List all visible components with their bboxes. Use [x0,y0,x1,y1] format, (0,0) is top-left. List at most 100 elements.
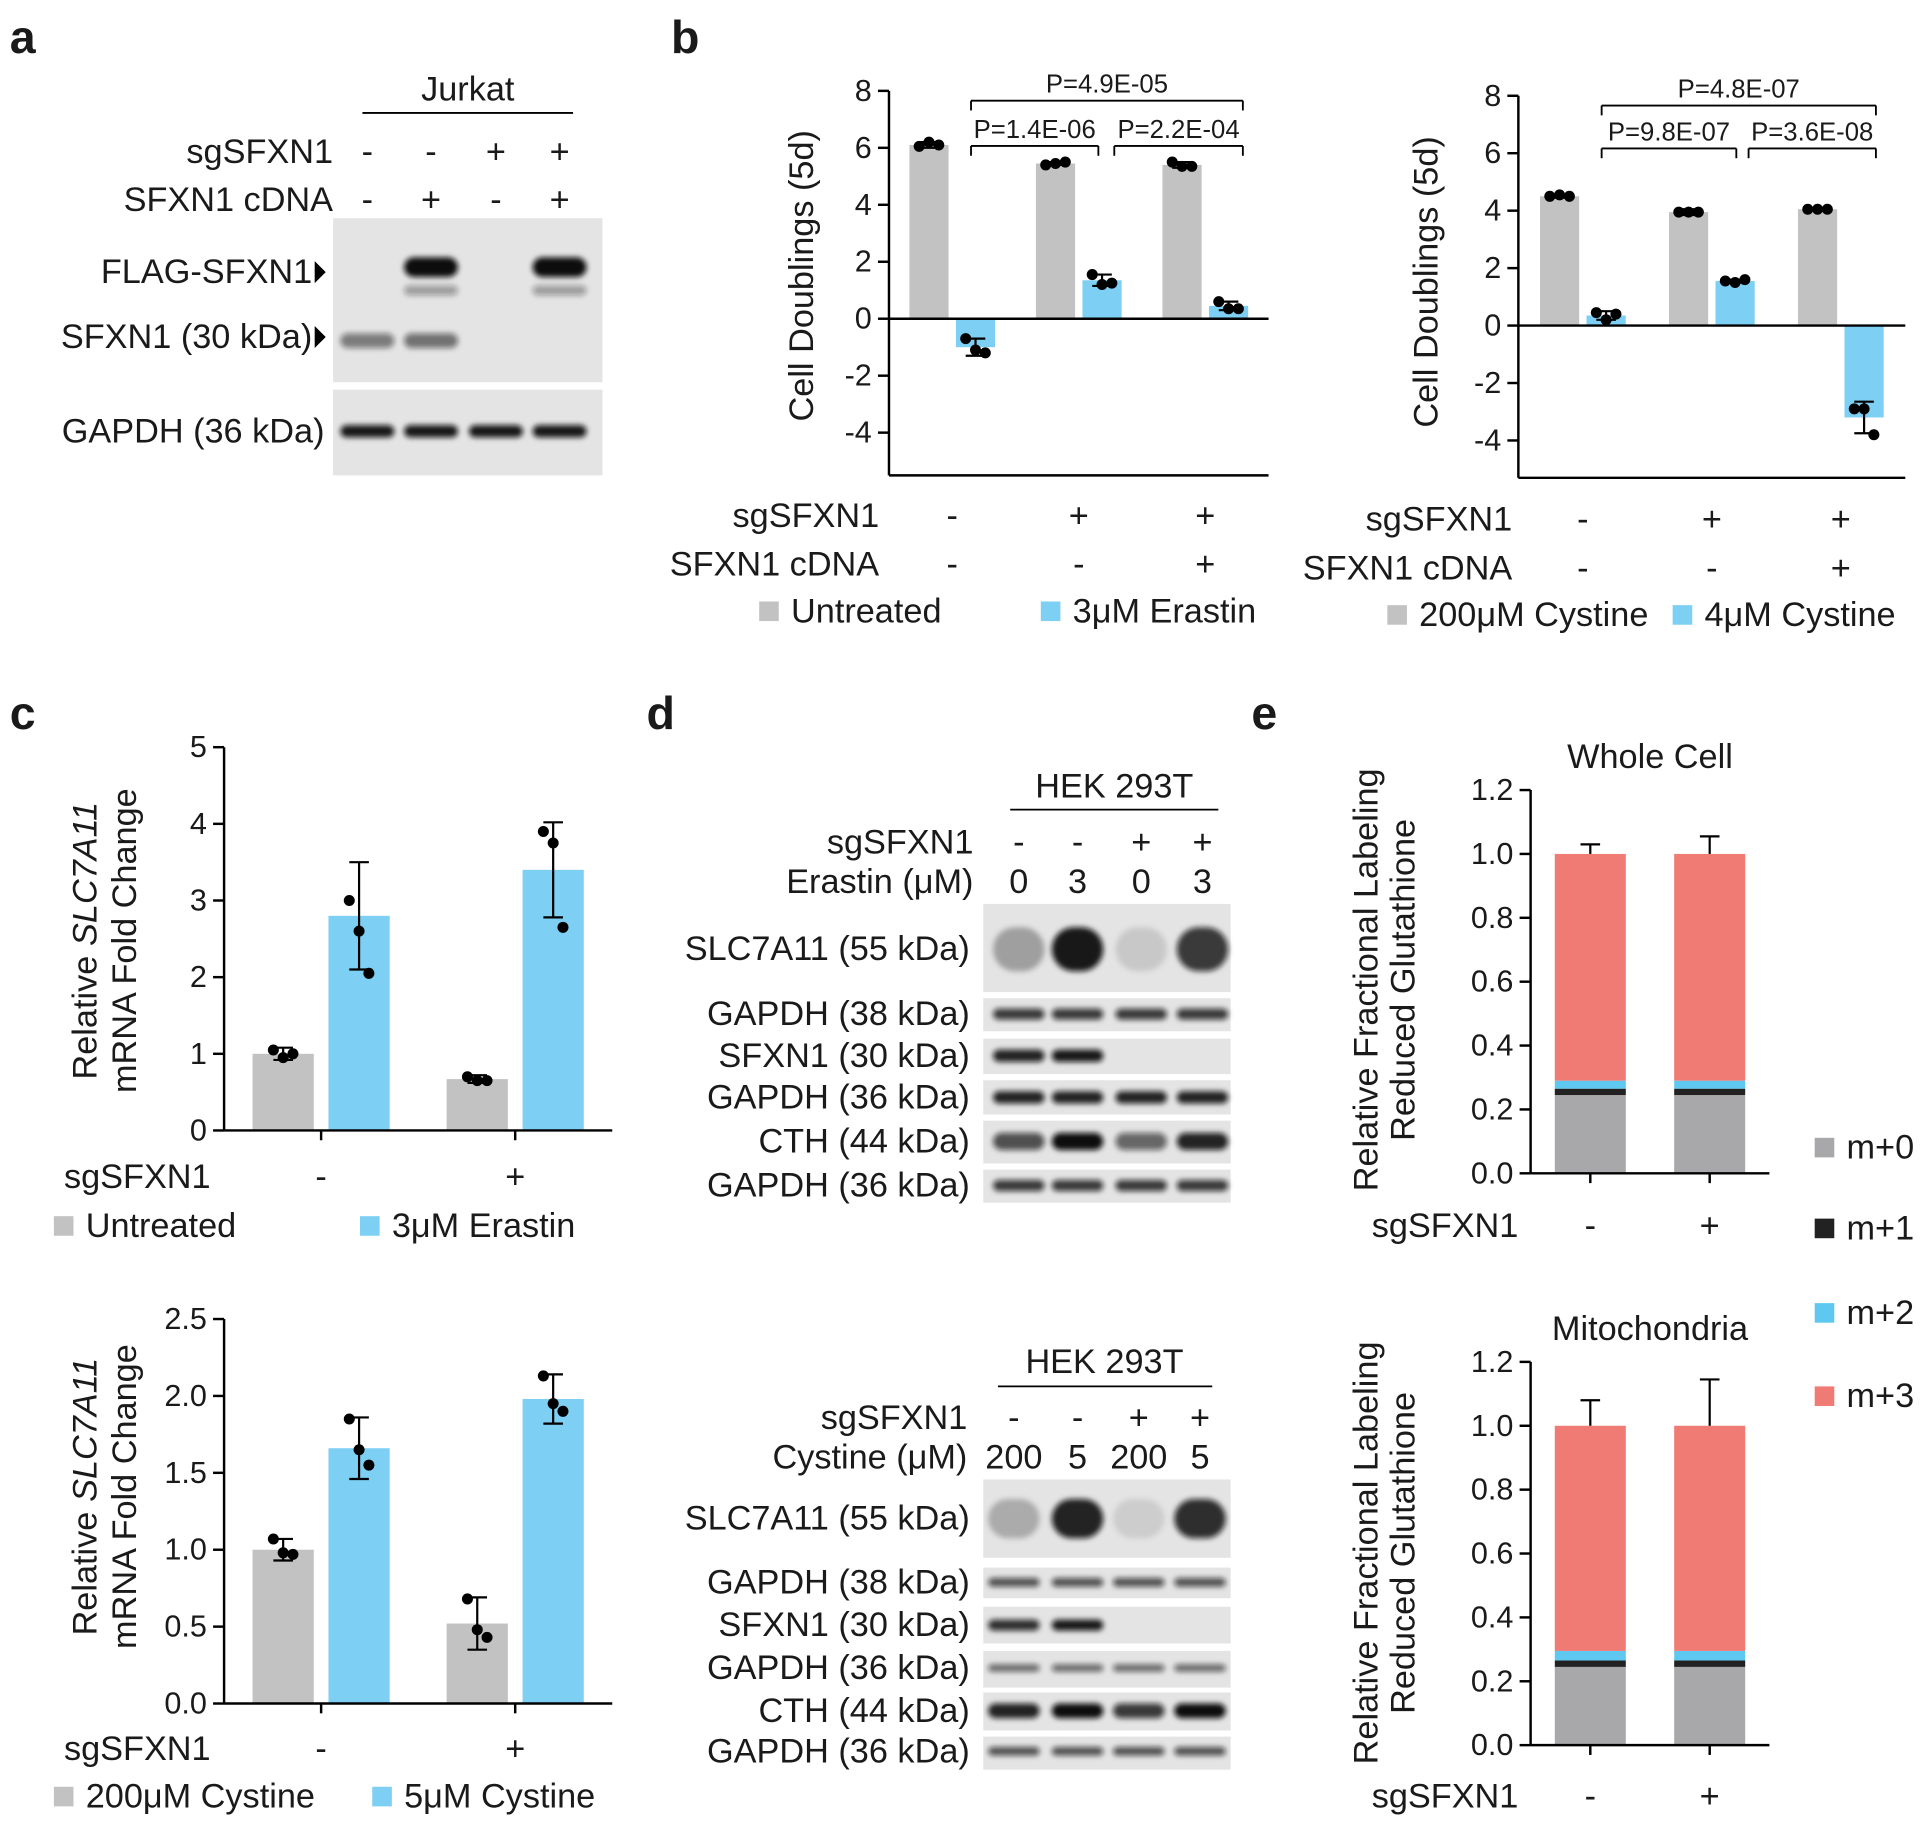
lane-label: + [1190,1399,1210,1437]
band [1051,1703,1104,1719]
bar [446,1079,508,1131]
condition-mark: - [1585,1207,1596,1245]
y-tick-label: 1.5 [164,1456,207,1490]
data-point [277,1052,289,1064]
legend-swatch [759,601,779,622]
y-axis-label-gene: SLC7A11 [67,1358,105,1502]
y-tick-label: 1.2 [1471,1345,1514,1379]
lane-label: - [1072,824,1083,862]
panel-label: b [671,11,699,63]
condition-mark: - [1706,549,1717,587]
data-point [1858,403,1870,415]
data-point [267,1533,279,1545]
data-point [1683,206,1695,218]
legend-label: 3μM Erastin [1073,592,1257,630]
data-point [481,1075,493,1087]
y-tick-label: 1.0 [164,1533,207,1567]
y-tick-label: 3 [190,884,207,918]
data-point [913,140,925,152]
band [532,285,587,296]
data-point [1868,429,1880,441]
lane-label: + [550,133,570,171]
legend-label: 200μM Cystine [1419,596,1648,634]
band [1113,1703,1165,1719]
condition-mark: - [315,1158,326,1196]
band-arrow [314,325,326,349]
legend-label: 5μM Cystine [404,1778,595,1816]
panel-label: d [647,687,675,739]
bar [328,1448,390,1704]
bar [522,1399,584,1704]
y-axis-label-text: Relative [67,1512,105,1636]
bar-segment [1554,1080,1626,1089]
band [993,1132,1045,1151]
legend-swatch [53,1216,74,1236]
bar [1162,164,1202,319]
lane-label: - [1008,1399,1019,1437]
y-tick-label: 4 [855,188,872,222]
band [988,1619,1040,1631]
lane-label: - [1013,824,1024,862]
band [1051,1132,1104,1151]
band-label: SFXN1 (30 kDa) [718,1037,969,1075]
row-label: Erastin (μM) [786,863,973,901]
y-axis-label: Relative Fractional Labeling [1348,768,1386,1191]
y-tick-label: -4 [845,416,872,450]
lane-label: 3 [1193,863,1212,901]
y-axis-label: Relative Fractional Labeling [1348,1341,1386,1764]
y-tick-label: -2 [845,359,872,393]
lane-label: 5 [1190,1438,1209,1476]
legend-swatch [1814,1137,1835,1158]
band [988,1746,1040,1756]
condition-mark: - [1585,1778,1596,1816]
data-point [1600,314,1612,326]
band [1174,1746,1226,1756]
legend-swatch [360,1216,380,1236]
p-value: P=4.8E-07 [1678,76,1800,104]
legend-label: m+3 [1847,1377,1915,1415]
band [988,1578,1040,1587]
data-point [1590,307,1602,319]
band [1051,1664,1104,1672]
band-label: SFXN1 (30 kDa) [61,318,312,356]
legend-swatch [1387,605,1407,625]
data-point [1719,275,1731,287]
data-point [363,967,375,979]
y-tick-label: 2 [855,245,872,279]
lane-label: 3 [1068,863,1087,901]
band [404,425,458,438]
data-point [1802,203,1814,215]
bar-segment [1674,1666,1746,1746]
lane-label: 0 [1009,863,1028,901]
data-point [923,136,935,148]
band [1176,1008,1229,1020]
lane-label: 5 [1068,1438,1087,1476]
y-tick-label: 0.4 [1471,1600,1514,1634]
band-label: GAPDH (38 kDa) [707,1563,970,1601]
y-tick-label: 1.0 [1471,837,1514,871]
condition-mark: - [1577,549,1588,587]
bar-segment [1674,1095,1746,1174]
lane-label: - [490,181,501,219]
data-point [1213,296,1225,308]
condition-mark: + [1831,549,1851,587]
condition-mark: + [1831,500,1851,538]
y-tick-label: 0.4 [1471,1029,1514,1063]
y-axis-label-text: mRNA Fold Change [106,788,144,1093]
data-point [557,1405,569,1417]
panel-label: c [10,687,36,739]
bar [252,1053,314,1131]
y-axis-label-text: mRNA Fold Change [106,1344,144,1649]
y-axis-label-text: Reduced Glutathione [1384,819,1422,1141]
blot-header: HEK 293T [1035,767,1193,805]
blot-header: Jurkat [421,71,515,109]
condition-mark: + [1069,497,1089,535]
y-axis-label: Relative SLC7A11 [67,802,105,1080]
chart-title: Mitochondria [1552,1310,1749,1348]
legend-swatch [372,1786,392,1807]
legend-swatch [1814,1303,1835,1323]
lane-label: + [486,133,506,171]
p-value: P=1.4E-06 [974,116,1096,144]
band-label: GAPDH (36 kDa) [62,412,325,450]
